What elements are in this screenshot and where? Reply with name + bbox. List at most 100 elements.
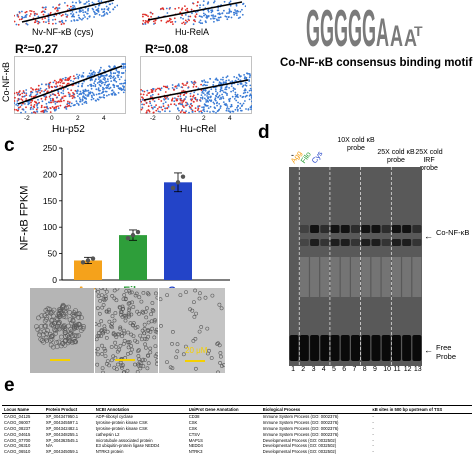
cell xyxy=(142,358,147,363)
cell xyxy=(44,314,50,320)
scatter-point xyxy=(82,9,84,12)
table-cell: - xyxy=(372,449,374,455)
cell xyxy=(192,300,196,305)
scatter-point xyxy=(181,105,184,107)
scatter-point xyxy=(157,93,160,96)
scatter-point xyxy=(45,102,48,105)
scatter-point xyxy=(122,91,125,94)
scatter-point xyxy=(101,8,103,11)
scatter-point xyxy=(84,100,87,103)
scatter-point xyxy=(177,102,180,105)
scatter-point xyxy=(91,1,94,4)
scatter-point xyxy=(117,87,120,90)
scatter-point xyxy=(230,85,233,87)
scatter-point xyxy=(165,86,167,89)
scatter-point xyxy=(68,101,71,104)
scatter-point xyxy=(36,104,38,107)
micrograph-cys: 20 μM xyxy=(158,288,226,375)
scatter-point xyxy=(213,0,216,2)
scatter-point xyxy=(62,88,65,90)
scatter-point xyxy=(154,22,156,24)
scatter-point xyxy=(152,88,155,90)
cell xyxy=(133,326,138,330)
cell xyxy=(100,366,105,371)
scatter-point xyxy=(142,97,144,100)
scatter-point xyxy=(57,100,60,103)
cell xyxy=(70,340,75,345)
panel-d-label: d xyxy=(258,122,270,143)
cell xyxy=(207,348,211,353)
y-tick-label: 50 xyxy=(48,249,58,259)
scatter-point xyxy=(83,14,85,16)
scatter-point xyxy=(190,108,193,111)
scatter-point xyxy=(229,105,232,108)
shift-band xyxy=(310,239,320,246)
shift-band xyxy=(412,239,422,246)
scatter-point xyxy=(223,91,225,93)
scatter-point xyxy=(116,74,119,77)
scatter-point xyxy=(206,81,209,84)
scatter-point xyxy=(190,8,193,11)
scatter-point xyxy=(120,82,123,85)
scatter-point xyxy=(22,109,25,111)
shift-band xyxy=(381,225,391,233)
cell xyxy=(112,288,117,293)
scatter-point xyxy=(143,13,145,16)
scatter-point xyxy=(98,4,100,7)
scatter-point xyxy=(40,90,43,92)
scatter-point xyxy=(175,87,178,89)
scatter-point xyxy=(61,21,64,24)
table-cell: NEDD4 xyxy=(188,443,203,449)
scatter-point xyxy=(35,88,38,91)
scatter-point xyxy=(198,15,201,17)
cell xyxy=(43,323,49,329)
scatter-point xyxy=(179,98,182,101)
scatter-point xyxy=(53,15,56,18)
cell xyxy=(66,337,72,343)
scatter-point xyxy=(24,103,26,105)
table-cell: XP_004345059.1 xyxy=(45,449,79,455)
scatter-point xyxy=(66,105,69,108)
scatter-point xyxy=(49,94,52,97)
scatter-point xyxy=(94,99,97,102)
scatter-point xyxy=(36,93,39,95)
cell xyxy=(100,293,104,298)
scatter-point xyxy=(108,87,111,90)
scatter-point xyxy=(174,20,177,23)
scatter-point xyxy=(74,77,77,79)
scatter-point xyxy=(184,9,187,11)
scatter-point xyxy=(149,11,152,14)
cell xyxy=(181,352,186,357)
scatter-point xyxy=(191,12,193,15)
cell xyxy=(136,349,140,354)
scatter-point xyxy=(177,108,179,110)
scatter-point xyxy=(58,7,61,9)
scatter-point xyxy=(64,13,67,16)
scatter-point xyxy=(210,99,213,102)
scatter-point xyxy=(116,4,118,7)
cell xyxy=(104,309,109,314)
cell xyxy=(131,323,136,328)
scatter-point xyxy=(14,14,15,17)
scatter-point xyxy=(55,107,57,109)
scatter-point xyxy=(42,13,45,16)
scatter-point xyxy=(59,84,61,87)
scatter-point xyxy=(160,100,163,102)
scatter-point xyxy=(119,87,121,89)
scatter-point xyxy=(228,87,230,89)
scatter-point xyxy=(248,98,251,101)
scatter-point xyxy=(181,22,183,25)
scatter-point xyxy=(178,85,180,87)
scatter-point xyxy=(71,1,74,4)
smear xyxy=(412,257,422,297)
cell xyxy=(125,368,130,373)
ylabel-fpkm: NF-κB FPKM xyxy=(18,185,31,251)
scatter-point xyxy=(225,109,228,112)
cell xyxy=(36,315,41,321)
scatter-point xyxy=(191,98,193,101)
scatter-point xyxy=(87,89,90,92)
micrograph-filo xyxy=(93,286,160,375)
scatter-point xyxy=(32,108,34,110)
scatter-point xyxy=(37,15,40,18)
scatter-point xyxy=(33,104,36,106)
